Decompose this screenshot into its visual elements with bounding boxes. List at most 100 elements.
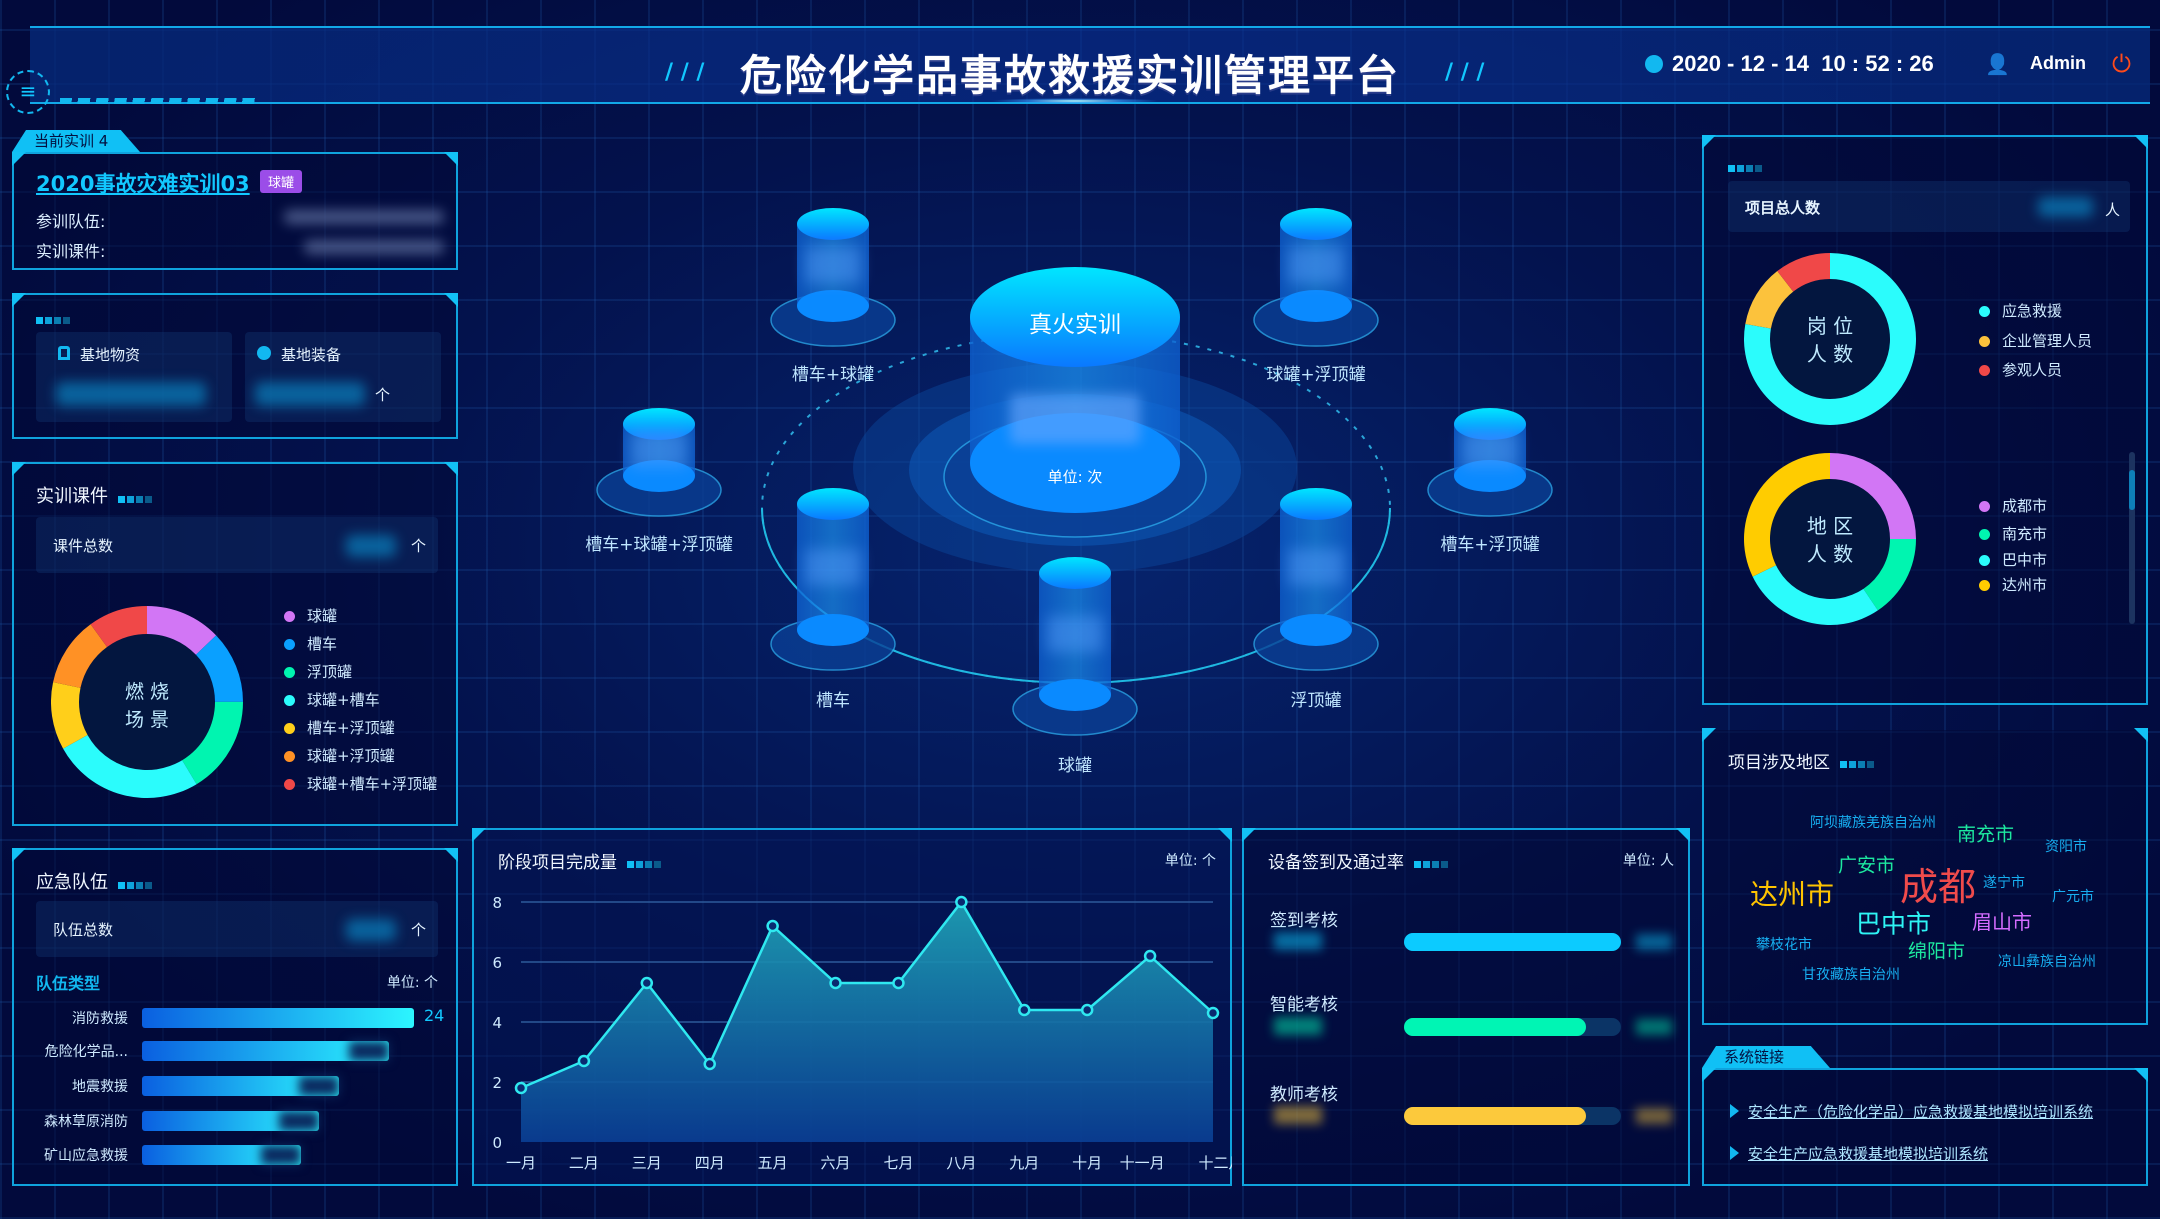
node-value-blurred [805, 247, 861, 283]
node-cylinder[interactable] [770, 488, 896, 671]
data-point[interactable] [766, 919, 779, 933]
legend-item[interactable]: 达州市 [1979, 574, 2047, 595]
user-icon[interactable]: 👤 [1985, 52, 2010, 76]
legend-label: 巴中市 [2002, 551, 2048, 569]
legend-scrollbar[interactable] [2129, 452, 2135, 624]
link-training-system[interactable]: 安全生产应急救援基地模拟培训系统 [1748, 1145, 1989, 1163]
region-word[interactable]: 达州市 [1750, 878, 1835, 911]
region-slice[interactable] [1744, 453, 1830, 577]
legend-item[interactable]: 槽车 [284, 633, 337, 654]
data-point[interactable] [1143, 949, 1157, 963]
region-word[interactable]: 南充市 [1957, 823, 2015, 846]
post-donut [1744, 253, 1916, 425]
scrollbar-thumb[interactable] [2129, 470, 2135, 510]
x-tick-label: 七月 [883, 1154, 913, 1172]
courses-slice[interactable] [182, 701, 243, 785]
data-point[interactable] [577, 1054, 591, 1068]
legend-dot [284, 639, 295, 650]
main-cylinder[interactable] [943, 267, 1207, 538]
region-word[interactable]: 巴中市 [1856, 909, 1932, 939]
node-cylinder[interactable] [1253, 208, 1379, 347]
courses-slice[interactable] [51, 682, 88, 749]
teams-total-blurred [346, 919, 396, 941]
data-point[interactable] [703, 1057, 716, 1071]
region-word[interactable]: 凉山彝族自治州 [1998, 954, 2096, 970]
legend-item[interactable]: 企业管理人员 [1979, 330, 2092, 351]
people-total-unit: 人 [2105, 201, 2121, 219]
main-label: 真火实训 [1029, 312, 1121, 338]
data-point[interactable] [955, 895, 968, 909]
courses-slice[interactable] [90, 606, 147, 647]
post-slice[interactable] [1744, 253, 1916, 425]
region-donut-center: 地 区人 数 [1806, 514, 1854, 566]
data-point[interactable] [1080, 1003, 1094, 1017]
data-point[interactable] [640, 976, 654, 990]
post-slice[interactable] [1745, 271, 1794, 329]
team-bar[interactable] [142, 1008, 414, 1028]
node-cylinder[interactable] [770, 208, 896, 347]
region-word[interactable]: 资阳市 [2045, 839, 2087, 855]
training-name-link[interactable]: 2020事故灾难实训03 [36, 172, 250, 196]
training-type-badge: 球罐 [260, 170, 303, 193]
data-point[interactable] [829, 976, 842, 990]
materials-card[interactable]: 基地物资 [36, 332, 232, 422]
legend-item[interactable]: 球罐+槽车 [284, 689, 380, 710]
courses-slice[interactable] [53, 624, 108, 688]
page-title: 危险化学品事故救援实训管理平台 [740, 51, 1401, 100]
equip-progress-fill [1404, 933, 1621, 951]
legend-item[interactable]: 球罐+槽车+浮顶罐 [284, 773, 437, 794]
legend-item[interactable]: 成都市 [1979, 495, 2047, 516]
team-type-label: 森林草原消防 [44, 1114, 128, 1130]
equip-panel: 设备签到及通过率 单位: 人 签到考核 智能考核 教师考核 [1242, 828, 1690, 1186]
node-cylinder[interactable] [1253, 488, 1379, 671]
courses-slice[interactable] [63, 735, 197, 798]
legend-item[interactable]: 参观人员 [1979, 359, 2062, 380]
legend-item[interactable]: 球罐 [284, 605, 337, 626]
equipment-card[interactable]: 基地装备 个 [245, 332, 441, 422]
data-point[interactable] [1018, 1003, 1031, 1017]
x-tick-label: 九月 [1009, 1154, 1039, 1172]
data-point[interactable] [1206, 1006, 1220, 1020]
region-slice[interactable] [1830, 453, 1916, 539]
legend-item[interactable]: 南充市 [1979, 523, 2047, 544]
region-word[interactable]: 甘孜藏族自治州 [1802, 967, 1900, 983]
menu-icon[interactable]: ≡ [6, 70, 50, 114]
legend-item[interactable]: 槽车+浮顶罐 [284, 717, 395, 738]
node-cylinder[interactable] [1427, 408, 1553, 517]
region-word[interactable]: 眉山市 [1972, 910, 2032, 934]
region-word[interactable]: 阿坝藏族羌族自治州 [1810, 815, 1936, 831]
region-word[interactable]: 攀枝花市 [1756, 937, 1812, 953]
legend-item[interactable]: 球罐+浮顶罐 [284, 745, 395, 766]
courses-slice[interactable] [195, 635, 243, 702]
team-bar[interactable] [142, 1111, 319, 1131]
equip-count-blurred [1274, 1017, 1322, 1035]
legend-item[interactable]: 浮顶罐 [284, 661, 352, 682]
post-slice[interactable] [1777, 253, 1830, 292]
equip-count-blurred [1274, 1106, 1322, 1124]
legend-label: 企业管理人员 [2002, 332, 2093, 350]
region-word[interactable]: 广安市 [1838, 854, 1896, 877]
courses-slice[interactable] [147, 606, 217, 655]
team-bar[interactable] [142, 1076, 340, 1096]
legend-item[interactable]: 应急救援 [1979, 300, 2062, 321]
team-unit-label: 单位: 个 [386, 975, 438, 991]
node-cylinder[interactable] [1012, 557, 1138, 736]
region-word[interactable]: 广元市 [2052, 889, 2094, 905]
links-tab: 系统链接 [1702, 1046, 1830, 1068]
legend-item[interactable]: 巴中市 [1979, 549, 2047, 570]
x-tick-label: 八月 [946, 1154, 976, 1172]
x-tick-label: 十月 [1072, 1154, 1102, 1172]
region-word[interactable]: 绵阳市 [1908, 940, 1966, 963]
username[interactable]: Admin [2030, 53, 2086, 73]
data-point[interactable] [892, 976, 905, 990]
link-hazchem-training-system[interactable]: 安全生产（危险化学品）应急救援基地模拟培训系统 [1748, 1103, 2094, 1121]
team-bar[interactable] [142, 1041, 390, 1061]
region-slice[interactable] [1752, 565, 1878, 625]
region-word[interactable]: 成都 [1900, 865, 1977, 909]
region-slice[interactable] [1863, 539, 1916, 611]
node-cylinder[interactable] [596, 408, 722, 517]
legend-label: 槽车+浮顶罐 [307, 719, 395, 737]
region-word[interactable]: 遂宁市 [1983, 875, 2025, 891]
power-icon[interactable]: ⏻ [2112, 50, 2131, 78]
data-point[interactable] [514, 1081, 528, 1095]
